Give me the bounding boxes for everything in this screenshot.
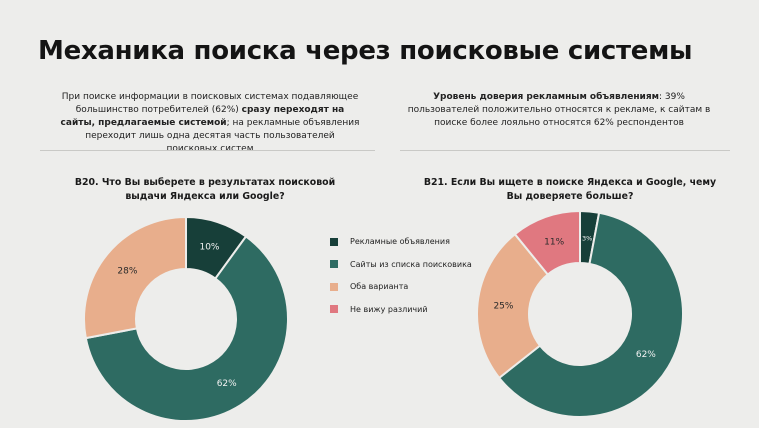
divider-right xyxy=(400,150,730,151)
donut-slice xyxy=(83,215,187,340)
intro-left: При поиске информации в поисковых систем… xyxy=(60,91,360,156)
legend-label: Рекламные объявления xyxy=(350,237,450,246)
legend-label: Сайты из списка поисковика xyxy=(350,259,472,269)
donut-slice xyxy=(513,209,581,276)
data-label: 62% xyxy=(636,350,656,360)
divider-left xyxy=(40,150,375,151)
donut-slice xyxy=(84,235,289,422)
intro-right-text-bold: Уровень доверия рекламным объявлениям xyxy=(433,92,659,102)
donut-chart-2: 3% 62% 25% 11% xyxy=(476,209,684,418)
data-label: 62% xyxy=(217,379,237,389)
chart-1-title: В20. Что Вы выберете в результатах поиск… xyxy=(74,177,336,202)
data-label: 3% xyxy=(582,234,592,242)
donut-chart-1: 10% 62% 28% xyxy=(83,215,289,422)
legend-item: Не вижу различий xyxy=(330,304,472,315)
intro-left-text-1: При поиске информации в поисковых систем… xyxy=(61,92,359,115)
donut-slice xyxy=(476,232,550,380)
intro-left-text-bold: сразу переходят на сайты, предлагаемые с… xyxy=(60,105,345,128)
legend-swatch xyxy=(330,237,338,246)
legend-item: Рекламные объявления xyxy=(330,236,472,247)
data-label: 10% xyxy=(199,243,219,253)
chart-legend: Рекламные объявления Сайты из списка поис… xyxy=(330,236,472,326)
donut-slice xyxy=(497,211,684,418)
legend-item: Оба варианта xyxy=(330,281,472,292)
chart-2-title: В21. Если Вы ищете в поиске Яндекса и Go… xyxy=(423,177,717,202)
legend-swatch xyxy=(330,305,338,313)
legend-item: Сайты из списка поисковика xyxy=(330,259,472,270)
legend-swatch xyxy=(330,260,338,268)
data-label: 11% xyxy=(544,237,564,247)
intro-right: Уровень доверия рекламным объявлениям: 3… xyxy=(404,91,714,130)
legend-swatch xyxy=(330,282,338,291)
intro-left-text-2: ; на рекламные объявления переходит лишь… xyxy=(85,118,360,154)
legend-label: Оба варианта xyxy=(350,282,409,291)
data-label: 25% xyxy=(493,302,513,312)
intro-right-text: : 39% пользователей положительно относят… xyxy=(407,92,711,128)
data-label: 28% xyxy=(117,267,137,277)
legend-label: Не вижу различий xyxy=(350,304,428,314)
page-title: Механика поиска через поисковые системы xyxy=(38,36,693,66)
